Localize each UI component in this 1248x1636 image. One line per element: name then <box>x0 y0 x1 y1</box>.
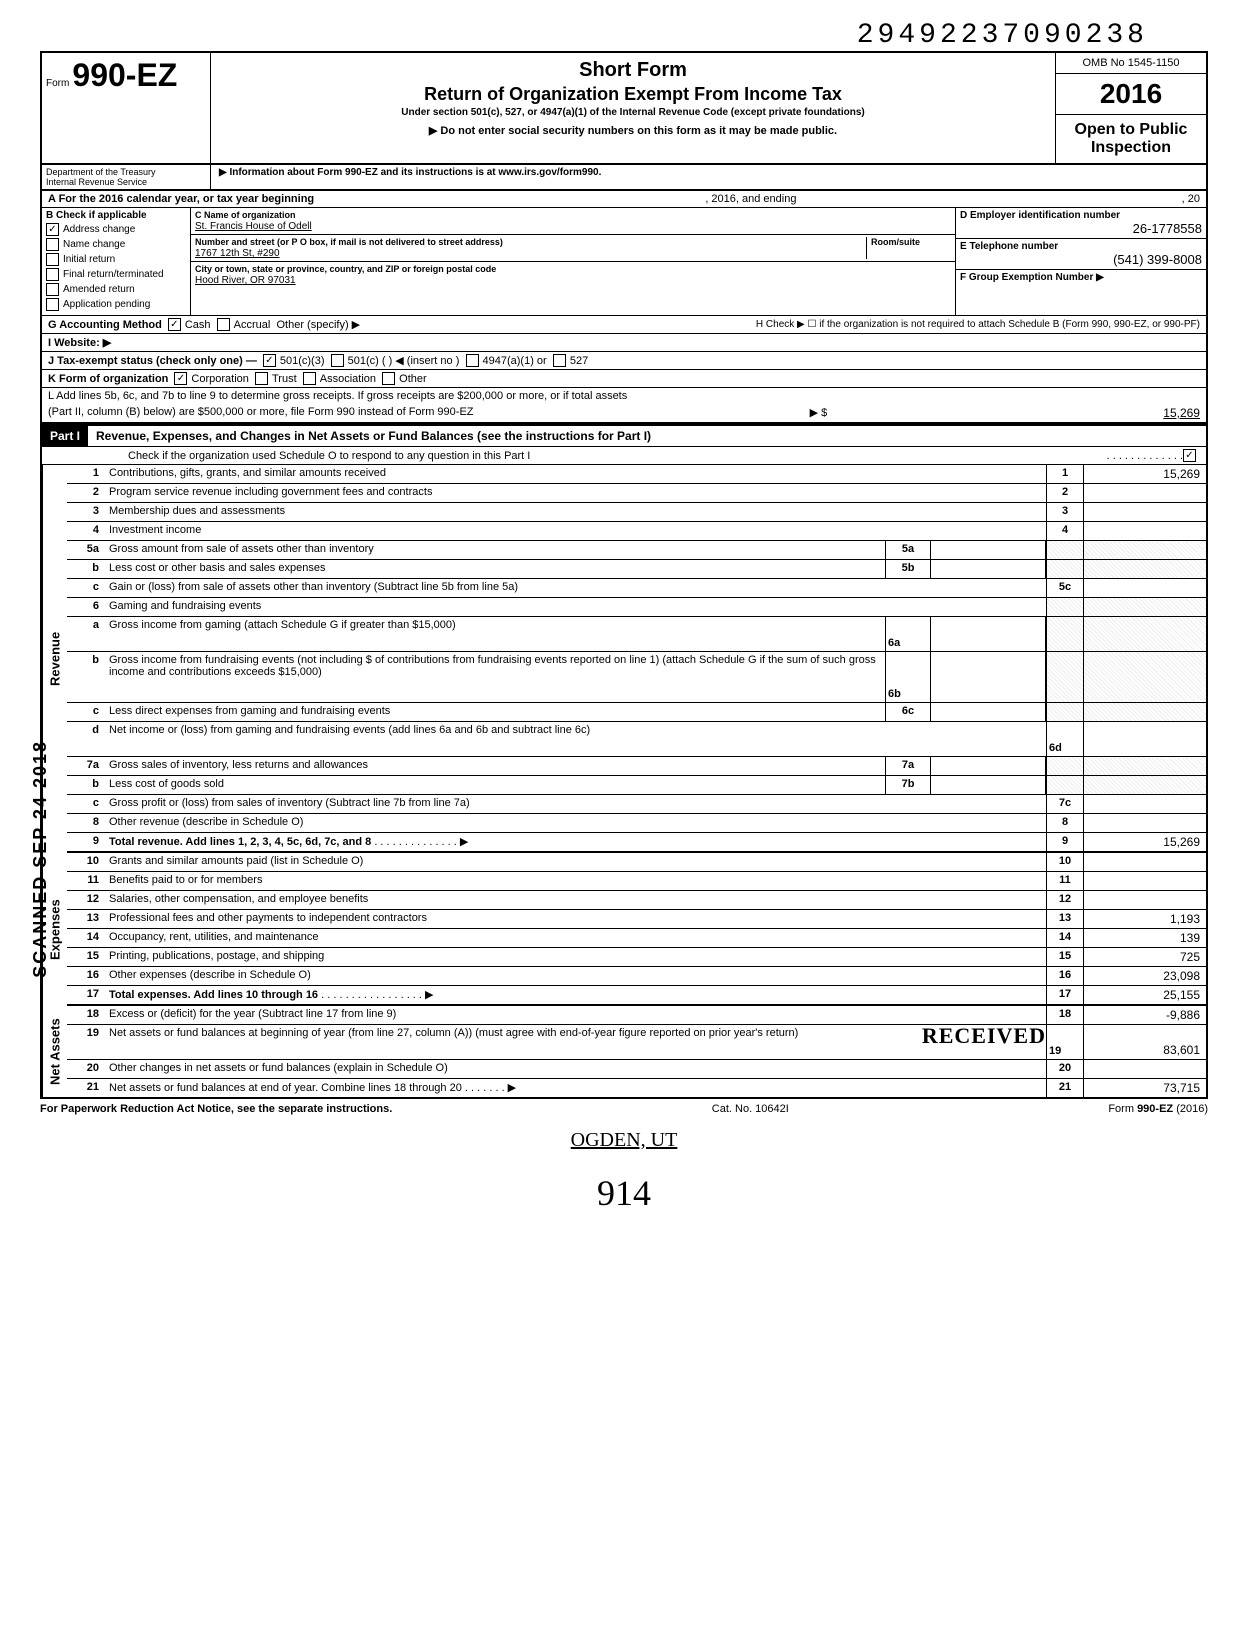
cb-trust[interactable] <box>255 372 268 385</box>
line-k: K Form of organization ✓Corporation Trus… <box>40 370 1208 388</box>
open-public-2: Inspection <box>1062 139 1200 157</box>
val-1: 15,269 <box>1083 465 1206 483</box>
side-net-assets: Net Assets <box>42 1006 67 1097</box>
dept-treasury: Department of the Treasury <box>46 167 206 177</box>
cb-assoc[interactable] <box>303 372 316 385</box>
cb-name-change[interactable] <box>46 238 59 251</box>
val-19: 83,601 <box>1083 1025 1206 1059</box>
form-word: Form <box>46 78 69 89</box>
org-address: 1767 12th St, #290 <box>195 248 280 259</box>
line-j: J Tax-exempt status (check only one) — ✓… <box>40 352 1208 370</box>
org-name: St. Francis House of Odell <box>195 221 312 232</box>
gross-receipts: 15,269 <box>1163 406 1200 420</box>
c-label: C Name of organization <box>195 210 296 220</box>
f-label: F Group Exemption Number ▶ <box>960 272 1104 283</box>
note-ssn: ▶ Do not enter social security numbers o… <box>219 124 1047 137</box>
cb-501c[interactable] <box>331 354 344 367</box>
org-city: Hood River, OR 97031 <box>195 275 296 286</box>
val-9: 15,269 <box>1083 833 1206 851</box>
identity-block: B Check if applicable ✓Address change Na… <box>40 208 1208 316</box>
side-revenue: Revenue <box>42 465 67 853</box>
cb-501c3[interactable]: ✓ <box>263 354 276 367</box>
form-number: 990-EZ <box>72 57 177 93</box>
part1-check-row: Check if the organization used Schedule … <box>40 447 1208 465</box>
footer-mid: Cat. No. 10642I <box>712 1103 789 1115</box>
info-note: ▶ Information about Form 990-EZ and its … <box>211 165 1206 189</box>
ein: 26-1778558 <box>960 221 1202 236</box>
received-stamp: RECEIVED <box>922 1023 1046 1049</box>
ogden-stamp: OGDEN, UT <box>40 1129 1208 1152</box>
handwritten-number: 914 <box>40 1172 1208 1214</box>
val-13: 1,193 <box>1083 910 1206 928</box>
cb-final-return[interactable] <box>46 268 59 281</box>
cb-other[interactable] <box>382 372 395 385</box>
open-public-1: Open to Public <box>1062 121 1200 139</box>
phone: (541) 399-8008 <box>960 252 1202 267</box>
h-label: H Check ▶ ☐ if the organization is not r… <box>756 319 1200 330</box>
side-expenses: Expenses <box>42 853 67 1006</box>
e-label: E Telephone number <box>960 241 1058 252</box>
b-label: B Check if applicable <box>46 210 186 221</box>
cb-address-change[interactable]: ✓ <box>46 223 59 236</box>
part1-table: Revenue 1Contributions, gifts, grants, a… <box>40 465 1208 1099</box>
cb-4947[interactable] <box>466 354 479 367</box>
val-17: 25,155 <box>1083 986 1206 1004</box>
val-18: -9,886 <box>1083 1006 1206 1024</box>
dept-irs: Internal Revenue Service <box>46 177 206 187</box>
cb-initial-return[interactable] <box>46 253 59 266</box>
d-label: D Employer identification number <box>960 210 1120 221</box>
title-return: Return of Organization Exempt From Incom… <box>219 84 1047 105</box>
val-16: 23,098 <box>1083 967 1206 985</box>
omb-number: OMB No 1545-1150 <box>1056 53 1206 74</box>
val-21: 73,715 <box>1083 1079 1206 1097</box>
tax-year: 2016 <box>1056 74 1206 115</box>
title-short-form: Short Form <box>219 59 1047 82</box>
city-label: City or town, state or province, country… <box>195 264 496 274</box>
line-l1: L Add lines 5b, 6c, and 7b to line 9 to … <box>40 388 1208 404</box>
addr-label: Number and street (or P O box, if mail i… <box>195 237 503 247</box>
room-label: Room/suite <box>871 237 920 247</box>
line-a: A For the 2016 calendar year, or tax yea… <box>40 191 1208 208</box>
cb-corp[interactable]: ✓ <box>174 372 187 385</box>
cb-schedule-o[interactable]: ✓ <box>1183 449 1196 462</box>
val-14: 139 <box>1083 929 1206 947</box>
subtitle: Under section 501(c), 527, or 4947(a)(1)… <box>219 107 1047 118</box>
cb-cash[interactable]: ✓ <box>168 318 181 331</box>
line-l2: (Part II, column (B) below) are $500,000… <box>40 404 1208 424</box>
footer-right: Form 990-EZ (2016) <box>1108 1103 1208 1115</box>
footer-left: For Paperwork Reduction Act Notice, see … <box>40 1103 392 1115</box>
line-g: G Accounting Method ✓Cash Accrual Other … <box>40 316 1208 334</box>
cb-app-pending[interactable] <box>46 298 59 311</box>
cb-527[interactable] <box>553 354 566 367</box>
form-header: Form 990-EZ Short Form Return of Organiz… <box>40 51 1208 165</box>
part1-header: Part I Revenue, Expenses, and Changes in… <box>40 424 1208 447</box>
line-i: I Website: ▶ <box>40 334 1208 352</box>
cb-amended[interactable] <box>46 283 59 296</box>
val-15: 725 <box>1083 948 1206 966</box>
cb-accrual[interactable] <box>217 318 230 331</box>
page-footer: For Paperwork Reduction Act Notice, see … <box>40 1099 1208 1119</box>
document-number: 29492237090238 <box>40 20 1148 51</box>
